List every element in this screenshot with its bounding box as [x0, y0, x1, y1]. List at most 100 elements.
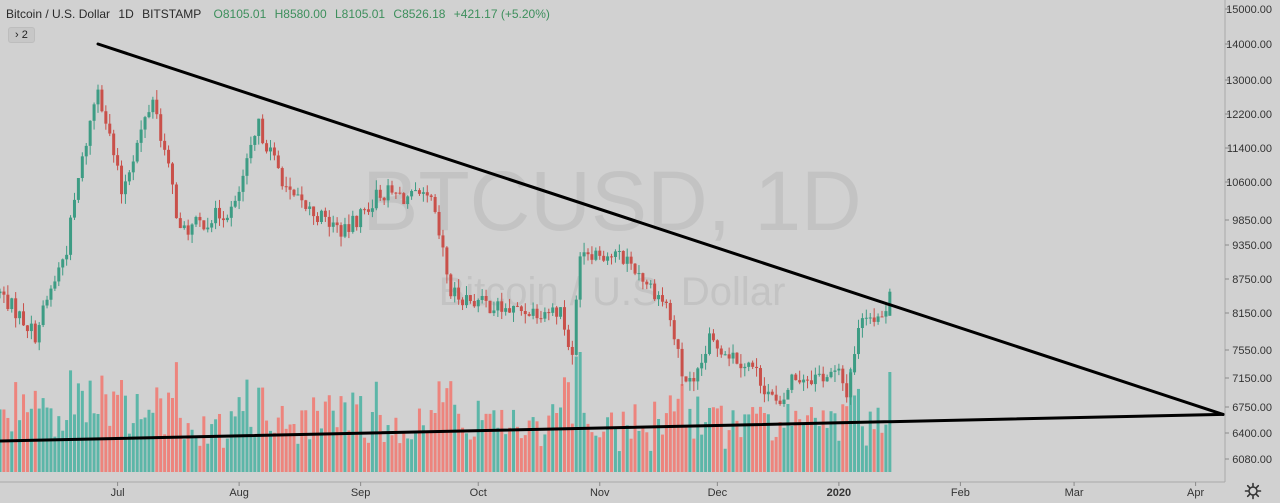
volume-bar	[429, 410, 433, 472]
candle-body	[621, 250, 625, 264]
candle-body	[182, 225, 186, 229]
candle-body	[10, 298, 14, 310]
candle-body	[476, 300, 480, 307]
volume-bar	[872, 429, 876, 472]
candle-body	[151, 99, 155, 113]
volume-bar	[786, 404, 790, 472]
candle	[131, 155, 135, 181]
volume-bar	[700, 434, 704, 472]
candle	[633, 263, 637, 276]
volume-bar	[735, 420, 739, 472]
symbol-name: Bitcoin / U.S. Dollar	[6, 7, 111, 21]
candle-body	[570, 346, 574, 355]
candle	[786, 387, 790, 400]
candle-body	[398, 192, 402, 194]
candle	[837, 363, 841, 376]
volume-bar	[711, 407, 715, 472]
candle	[856, 319, 860, 359]
close-value: C8526.18	[393, 7, 446, 21]
candle-body	[170, 163, 174, 185]
volume-bar	[69, 370, 73, 472]
candle	[551, 303, 555, 316]
candle-body	[131, 161, 135, 173]
candle	[637, 265, 641, 281]
volume-bar	[492, 410, 496, 472]
candle-body	[688, 377, 692, 382]
volume-bar	[468, 439, 472, 472]
volume-bar	[33, 390, 37, 472]
candle	[809, 370, 813, 386]
volume-bar	[186, 423, 190, 472]
volume-bar	[100, 375, 104, 472]
indicator-toggle-button[interactable]: › 2	[8, 27, 35, 43]
candle-body	[562, 307, 566, 330]
time-tick-label: Feb	[951, 487, 970, 499]
price-tick-label: 8750.00	[1232, 274, 1272, 286]
candle-body	[339, 225, 343, 237]
candle	[296, 187, 300, 196]
candle-body	[472, 300, 476, 307]
candle-body	[551, 307, 555, 313]
volume-bar	[319, 428, 323, 472]
candle-body	[65, 254, 69, 260]
candle	[480, 289, 484, 304]
candle-body	[731, 352, 735, 359]
volume-bar	[802, 424, 806, 472]
candle-body	[100, 89, 104, 112]
volume-bar	[80, 390, 84, 472]
price-tick-label: 12200.00	[1226, 109, 1272, 121]
candle-body	[515, 305, 519, 307]
candle	[598, 246, 602, 260]
exchange-label: BITSTAMP	[142, 7, 202, 21]
volume-bar	[617, 451, 621, 472]
volume-bar	[421, 425, 425, 472]
candle-body	[747, 362, 751, 367]
volume-bar	[370, 412, 374, 472]
volume-bar	[218, 413, 222, 472]
volume-bar	[762, 412, 766, 472]
volume-bar	[500, 409, 504, 472]
candle-body	[868, 317, 872, 319]
volume-bar	[57, 416, 61, 472]
candle-body	[645, 281, 649, 285]
candle-body	[660, 295, 664, 302]
candle	[610, 253, 614, 265]
candle-body	[543, 312, 547, 319]
volume-bar	[386, 425, 390, 472]
candle-body	[18, 311, 22, 319]
candle-body	[382, 197, 386, 201]
candle-body	[127, 172, 131, 182]
candle-body	[425, 192, 429, 196]
candle	[559, 307, 563, 320]
volume-bar	[629, 438, 633, 472]
volume-bar	[167, 392, 171, 472]
candle	[10, 297, 14, 313]
candle-body	[484, 295, 488, 301]
candle	[233, 195, 237, 209]
candle-body	[782, 399, 786, 405]
candle	[798, 370, 802, 385]
watermark-ticker: BTCUSD, 1D	[362, 154, 861, 248]
candle-body	[700, 362, 704, 369]
candle-body	[719, 348, 723, 355]
candle-body	[488, 300, 492, 314]
candle-body	[806, 379, 810, 381]
candle	[127, 170, 131, 186]
volume-bar	[202, 416, 206, 472]
price-tick-label: 9350.00	[1232, 240, 1272, 252]
volume-bar	[378, 414, 382, 472]
candle	[496, 297, 500, 317]
candle	[202, 220, 206, 231]
time-tick-label: Dec	[708, 487, 728, 499]
time-tick-label: Jul	[111, 487, 125, 499]
price-tick-label: 6400.00	[1232, 428, 1272, 440]
gear-icon[interactable]	[1244, 482, 1262, 500]
volume-bar	[876, 407, 880, 472]
volume-bar	[625, 425, 629, 472]
volume-bar	[637, 430, 641, 472]
volume-bar	[778, 422, 782, 472]
candle	[515, 302, 519, 308]
candle-body	[853, 354, 857, 373]
candle	[531, 302, 535, 320]
